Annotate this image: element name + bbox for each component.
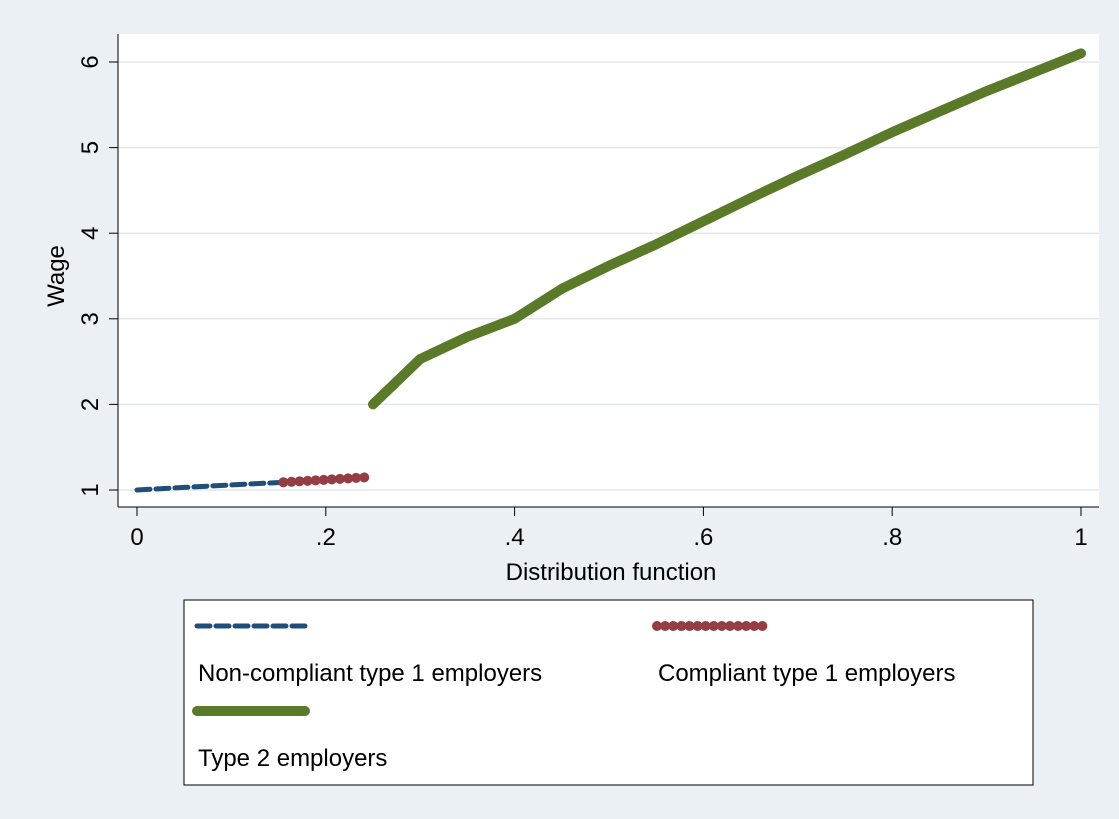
legend-box: [183, 599, 1034, 786]
series-type-2: [368, 48, 1086, 410]
y-tick-label: 1: [77, 483, 104, 496]
axes: 0 .2 .4 .6 .8 1 1 2 3 4 5 6: [77, 34, 1099, 551]
x-axis-label: Distribution function: [506, 559, 717, 586]
series-non-compliant: [134, 479, 286, 493]
x-tick-label: .2: [316, 524, 336, 551]
x-tick-label: 1: [1074, 524, 1087, 551]
x-tick-label: .4: [505, 524, 525, 551]
legend-label-compliant: Compliant type 1 employers: [658, 660, 955, 687]
y-tick-label: 4: [77, 227, 104, 240]
x-tick-label: .6: [693, 524, 713, 551]
y-tick-label: 3: [77, 312, 104, 325]
x-tick-label: .8: [882, 524, 902, 551]
grid-lines: [118, 61, 1099, 491]
series-layer: [134, 48, 1086, 493]
legend: Non-compliant type 1 employers Compliant…: [183, 599, 1034, 786]
legend-label-non-compliant: Non-compliant type 1 employers: [198, 660, 542, 687]
y-tick-label: 5: [77, 141, 104, 154]
legend-label-type-2: Type 2 employers: [198, 745, 387, 772]
x-tick-label: 0: [130, 524, 143, 551]
series-compliant: [278, 472, 374, 488]
y-axis-label: Wage: [43, 245, 70, 307]
y-tick-label: 6: [77, 55, 104, 68]
y-tick-label: 2: [77, 398, 104, 411]
